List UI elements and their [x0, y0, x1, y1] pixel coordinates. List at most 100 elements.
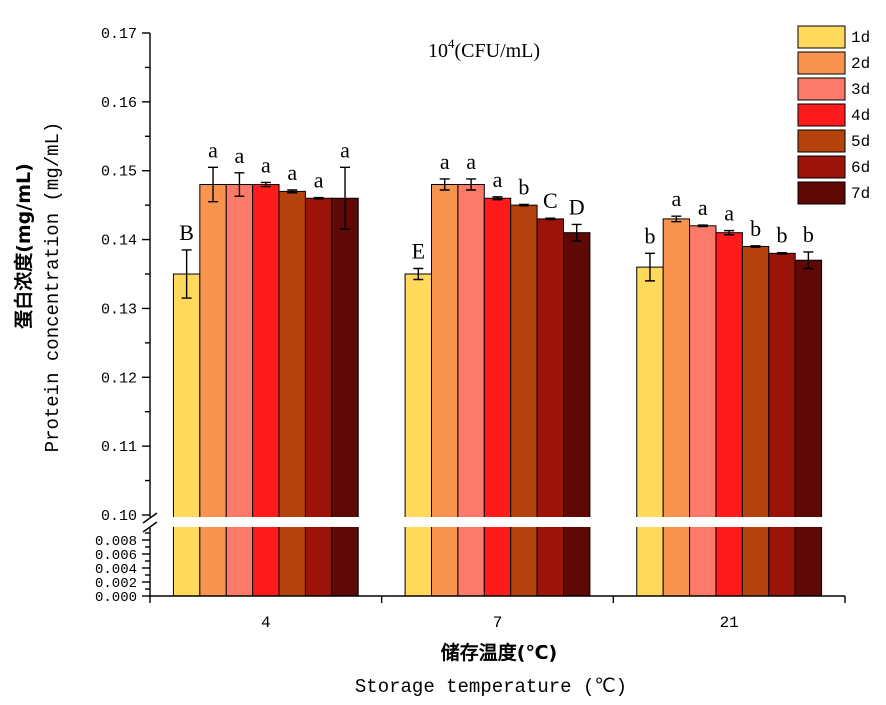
error-bar-4c-7d: [340, 166, 351, 230]
x-tick-label: 7: [493, 614, 503, 632]
error-bar-7c-5d: [518, 203, 529, 207]
axis-break-gap: [151, 517, 848, 527]
significance-letter-4c-3d: a: [235, 143, 245, 168]
error-bar-4c-6d: [313, 196, 324, 200]
significance-letter-4c-4d: a: [261, 152, 271, 177]
legend-swatch-6d: [797, 155, 846, 179]
bar-7c-4d: [483, 197, 512, 597]
bar-4c-1d: [172, 273, 201, 597]
error-bar-7c-3d: [466, 178, 477, 191]
error-bar-7c-6d: [545, 217, 556, 221]
y-tick-label: 0.004: [95, 562, 137, 578]
legend-label-5d: 5d: [851, 133, 870, 151]
bar-21c-3d: [689, 225, 717, 597]
x-tick-label: 4: [261, 614, 271, 632]
legend-swatch-3d: [797, 77, 846, 101]
bar-21c-4d: [715, 232, 743, 597]
bar-21c-2d: [662, 218, 691, 597]
legend-swatch-4d: [797, 103, 846, 127]
y-tick-label: 0.11: [101, 439, 137, 456]
title-unit: (CFU/mL): [455, 40, 541, 62]
significance-letter-4c-7d: a: [340, 137, 350, 162]
bar-4c-7d: [331, 197, 359, 597]
bar-21c-1d: [636, 266, 664, 597]
bar-7c-7d: [563, 232, 591, 597]
legend-label-7d: 7d: [851, 185, 870, 203]
y-tick-label: 0.008: [95, 534, 137, 550]
error-bar-7c-4d: [492, 196, 503, 201]
legend-label-3d: 3d: [851, 81, 870, 99]
bar-21c-6d: [768, 252, 796, 597]
significance-letter-4c-2d: a: [208, 137, 218, 162]
x-tick-label: 21: [720, 614, 739, 632]
error-bar-21c-2d: [671, 215, 682, 223]
y-tick-label: 0.15: [101, 164, 137, 181]
bars: [172, 183, 823, 597]
legend: 1d 2d 3d 4d 5d 6d 7d: [797, 25, 870, 205]
error-bar-4c-2d: [208, 166, 219, 203]
error-bar-21c-6d: [776, 251, 787, 255]
axes: 0.100.110.120.130.140.150.160.170.0000.0…: [95, 26, 846, 632]
significance-letter-7c-1d: E: [412, 238, 425, 263]
significance-letter-7c-3d: a: [466, 149, 476, 174]
bar-4c-2d: [199, 183, 227, 597]
bar-21c-7d: [794, 259, 823, 597]
bar-21c-5d: [741, 245, 770, 597]
error-bar-4c-1d: [181, 249, 192, 299]
bar-4c-4d: [252, 183, 280, 597]
significance-letter-4c-5d: a: [287, 160, 297, 185]
title-base: 10: [428, 40, 448, 62]
bar-7c-6d: [536, 218, 564, 597]
y-tick-label: 0.17: [101, 26, 137, 43]
legend-swatch-5d: [797, 129, 846, 153]
error-bar-21c-7d: [803, 251, 814, 270]
significance-letter-21c-1d: b: [644, 223, 655, 248]
significance-letter-21c-7d: b: [803, 222, 814, 247]
error-bar-7c-1d: [413, 267, 424, 281]
significance-letter-21c-4d: a: [724, 201, 734, 226]
y-axis-title-en: Protein concentration (mg/mL): [42, 122, 64, 453]
significance-letter-7c-2d: a: [440, 149, 450, 174]
error-bar-4c-5d: [287, 189, 298, 194]
error-bar-21c-1d: [644, 252, 655, 282]
bar-7c-2d: [431, 183, 459, 597]
significance-letter-21c-6d: b: [776, 223, 787, 248]
y-tick-label: 0.12: [101, 370, 137, 387]
error-bar-21c-5d: [750, 245, 761, 248]
bar-4c-6d: [304, 197, 333, 597]
bar-4c-3d: [225, 183, 254, 597]
y-tick-label: 0.000: [95, 590, 137, 606]
y-tick-label: 0.14: [101, 233, 137, 250]
significance-letter-4c-6d: a: [314, 168, 324, 193]
legend-label-4d: 4d: [851, 107, 870, 125]
legend-label-6d: 6d: [851, 159, 870, 177]
significance-letter-21c-3d: a: [698, 195, 708, 220]
chart-title: 104(CFU/mL): [428, 36, 540, 62]
significance-letter-4c-1d: B: [179, 220, 194, 245]
y-tick-label: 0.002: [95, 576, 137, 592]
legend-swatch-1d: [797, 25, 846, 49]
title-superscript: 4: [448, 36, 455, 51]
y-tick-label: 0.16: [101, 95, 137, 112]
x-axis-title-en: Storage temperature (℃): [355, 676, 627, 698]
significance-letter-7c-5d: b: [518, 174, 529, 199]
legend-swatch-2d: [797, 51, 846, 75]
error-bar-7c-7d: [571, 223, 582, 242]
error-bar-4c-3d: [234, 172, 245, 197]
x-axis-title-cn: 储存温度(℃): [441, 641, 557, 664]
y-tick-label: 0.10: [101, 508, 137, 525]
error-bars: [181, 166, 814, 299]
significance-letter-21c-5d: b: [750, 216, 761, 241]
significance-letter-7c-6d: C: [543, 188, 558, 213]
bar-7c-1d: [404, 273, 433, 597]
y-axis-title-cn: 蛋白浓度(mg/mL): [12, 163, 35, 329]
error-bar-4c-4d: [260, 181, 271, 188]
significance-letter-7c-7d: D: [569, 194, 585, 219]
significance-letter-7c-4d: a: [493, 167, 503, 192]
bar-7c-5d: [510, 204, 538, 597]
bar-4c-5d: [278, 190, 306, 597]
error-bar-21c-4d: [724, 229, 735, 236]
significance-letter-21c-2d: a: [671, 186, 681, 211]
